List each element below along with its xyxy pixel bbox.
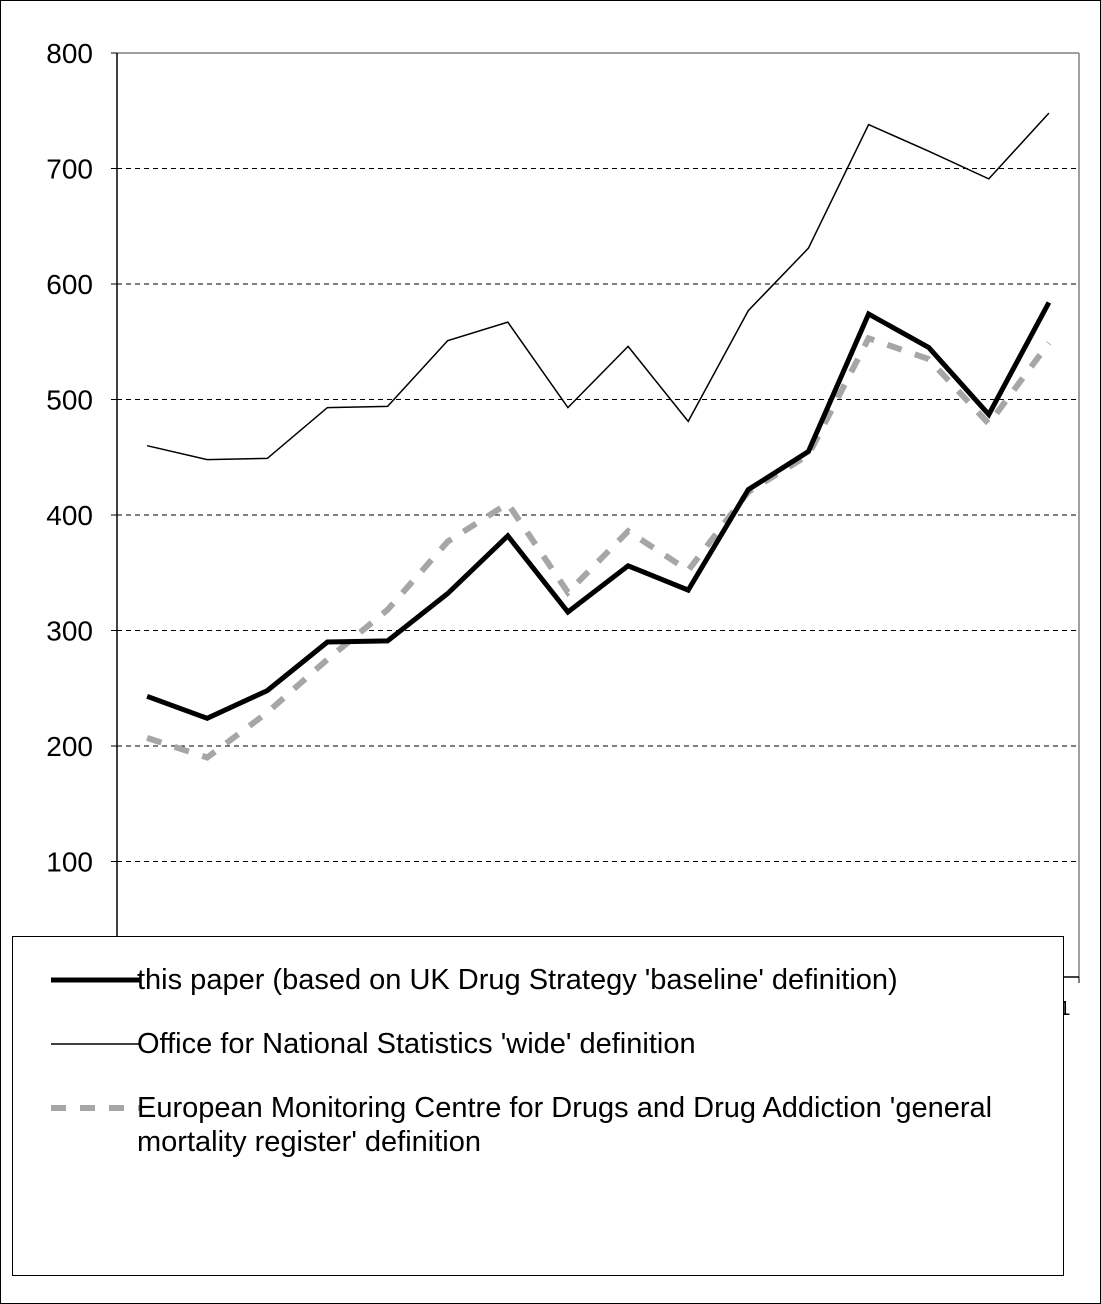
- series-line-thick-solid: [146, 301, 1052, 722]
- y-tick-label: 800: [46, 38, 93, 69]
- legend-label: European Monitoring Centre for Drugs and…: [137, 1092, 993, 1158]
- y-tick-label: 300: [46, 616, 93, 647]
- y-tick-label: 700: [46, 154, 93, 185]
- legend-swatch-dashed-grey: [51, 1105, 141, 1111]
- legend-label: Office for National Statistics 'wide' de…: [137, 1028, 696, 1060]
- legend: this paper (based on UK Drug Strategy 'b…: [12, 936, 1064, 1276]
- series-line-thick-dashed: [146, 334, 1052, 761]
- legend-swatch-thin-black: [51, 1043, 141, 1045]
- gridlines: [117, 52, 1079, 862]
- y-tick-label: 400: [46, 500, 93, 531]
- y-tick-label: 100: [46, 847, 93, 878]
- y-tick-labels: 0100200300400500600700800: [46, 38, 93, 993]
- axes: [111, 52, 1080, 983]
- y-tick-label: 200: [46, 731, 93, 762]
- series-line-thin-solid: [146, 112, 1050, 461]
- legend-swatch-thick-black: [51, 977, 141, 983]
- series-lines: [146, 112, 1052, 761]
- legend-label: this paper (based on UK Drug Strategy 'b…: [137, 964, 898, 996]
- y-tick-label: 500: [46, 385, 93, 416]
- y-tick-label: 600: [46, 269, 93, 300]
